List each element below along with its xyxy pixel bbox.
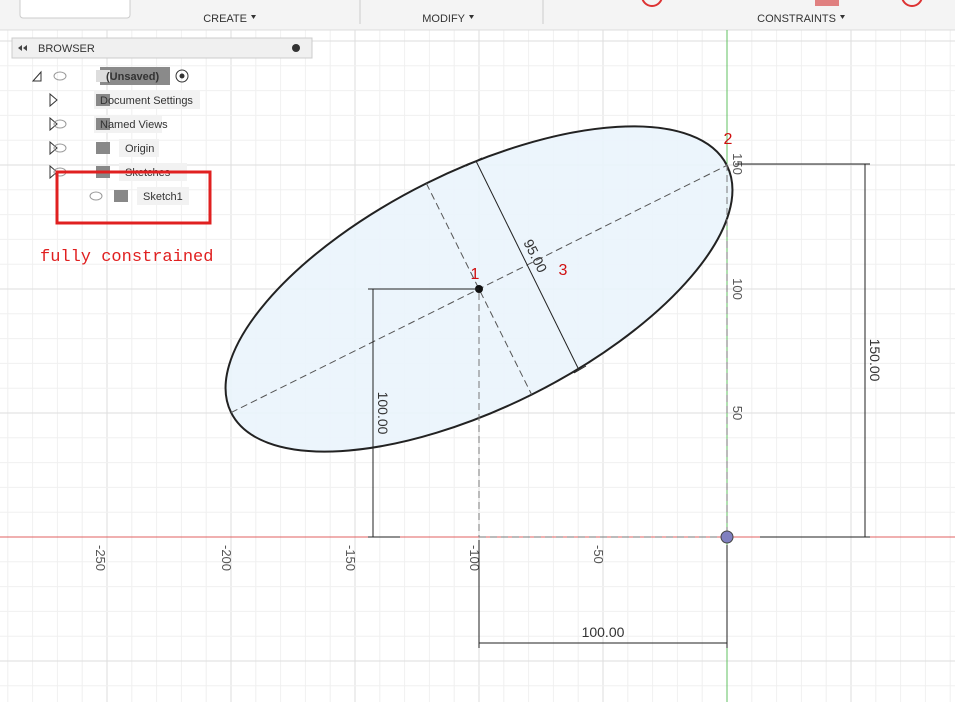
minor-axis <box>425 183 533 395</box>
dimension-label[interactable]: 100.00 <box>582 624 625 640</box>
folder-icon <box>96 118 110 130</box>
eye-icon <box>89 191 103 201</box>
marker: 1 <box>471 266 480 283</box>
expander <box>49 92 58 108</box>
y-axis-label: 100 <box>730 278 745 300</box>
browser-item[interactable]: Sketch1 <box>143 191 183 203</box>
dimension-label[interactable]: 150.00 <box>867 339 883 382</box>
toolbar <box>0 0 955 30</box>
radio-dot <box>179 73 185 79</box>
dimension-label[interactable]: 100.00 <box>375 392 391 435</box>
toolbar-group[interactable]: MODIFY <box>422 13 465 25</box>
origin-point <box>720 530 734 544</box>
dimension-lines <box>368 157 870 648</box>
browser-item[interactable]: Origin <box>125 143 154 155</box>
expander <box>49 116 58 132</box>
item-bg <box>119 139 159 157</box>
expander <box>31 70 42 82</box>
y-axis-label: 50 <box>730 406 745 420</box>
expander <box>49 164 58 180</box>
annotation: fully constrained <box>40 248 213 267</box>
item-bg <box>100 67 170 85</box>
toolbar-group[interactable]: CREATE <box>203 13 247 25</box>
marker: 3 <box>559 262 568 279</box>
x-axis-label: -150 <box>343 545 358 571</box>
item-bg <box>94 115 162 133</box>
item-bg <box>94 91 200 109</box>
x-axis-label: -100 <box>467 545 482 571</box>
browser-item[interactable]: (Unsaved) <box>106 71 160 83</box>
x-axis-label: -250 <box>93 545 108 571</box>
folder-icon <box>96 142 110 154</box>
marker: 2 <box>724 131 733 148</box>
folder-icon <box>114 190 128 202</box>
toolbar-group[interactable]: CONSTRAINTS <box>757 13 836 25</box>
folder-icon <box>96 70 110 82</box>
browser-item[interactable]: Document Settings <box>100 95 193 107</box>
expander <box>49 140 58 156</box>
x-axis-label: -200 <box>219 545 234 571</box>
eye-icon <box>53 119 67 129</box>
highlight-box <box>55 170 212 225</box>
browser-title: BROWSER <box>38 43 95 55</box>
eye-icon <box>53 143 67 153</box>
x-axis-label: -50 <box>591 545 606 564</box>
eye-icon <box>53 71 67 81</box>
folder-icon <box>96 94 110 106</box>
browser-header <box>11 37 313 59</box>
radio <box>175 69 189 83</box>
item-bg <box>137 187 189 205</box>
browser-item[interactable]: Named Views <box>100 119 168 131</box>
